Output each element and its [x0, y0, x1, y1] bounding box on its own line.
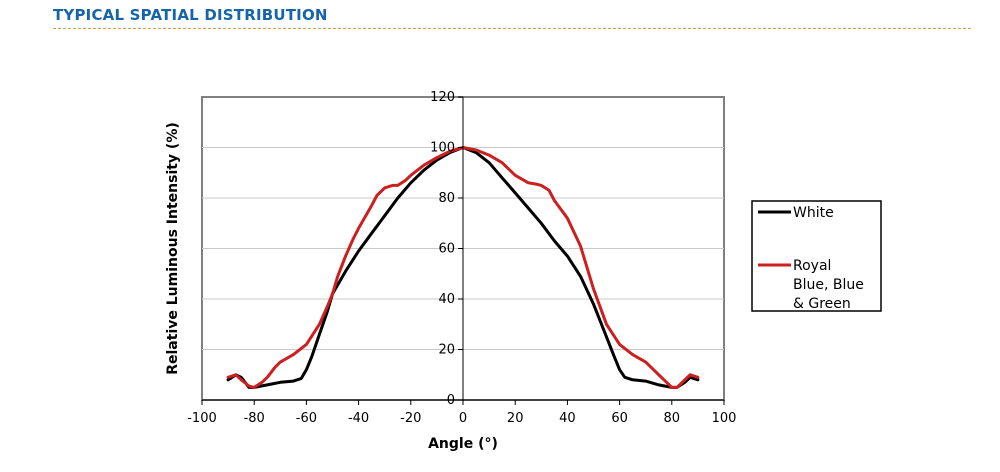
x-tick-label: -100 [187, 411, 217, 426]
legend: White Royal Blue, Blue & Green [751, 200, 882, 312]
y-tick-label: 80 [438, 191, 455, 206]
y-tick-label: 60 [438, 242, 455, 257]
y-tick-label: 0 [447, 393, 455, 408]
x-tick-label: 40 [559, 411, 576, 426]
x-tick-label: 0 [459, 411, 467, 426]
tick-labels: 0 20 40 60 80 100 120 -100 -80 -60 -40 -20 0 20 40 60 80… [187, 90, 736, 426]
y-tick-label: 100 [430, 141, 455, 156]
x-tick-label: -80 [244, 411, 265, 426]
section-header: TYPICAL SPATIAL DISTRIBUTION [53, 6, 971, 29]
x-tick-label: -60 [296, 411, 317, 426]
legend-box [751, 200, 882, 312]
y-tick-label: 120 [430, 90, 455, 105]
y-axis-title: Relative Luminous Intensity (%) [165, 122, 181, 375]
x-axis-title: Angle (°) [428, 436, 498, 452]
x-tick-label: -20 [400, 411, 421, 426]
y-tick-label: 20 [438, 343, 455, 358]
axes-layer [201, 96, 725, 405]
series-line-royal [226, 146, 700, 389]
x-tick-label: 100 [712, 411, 737, 426]
legend-label: White [793, 205, 834, 221]
legend-label: Royal [793, 258, 831, 274]
legend-label: Blue, Blue [793, 277, 864, 293]
x-tick-label: 80 [664, 411, 681, 426]
legend-label: & Green [793, 296, 851, 312]
x-tick-label: 20 [507, 411, 524, 426]
section-title: TYPICAL SPATIAL DISTRIBUTION [53, 6, 328, 24]
series-layer [226, 146, 700, 389]
x-tick-label: 60 [611, 411, 628, 426]
y-tick-label: 40 [438, 292, 455, 307]
x-tick-label: -40 [348, 411, 369, 426]
